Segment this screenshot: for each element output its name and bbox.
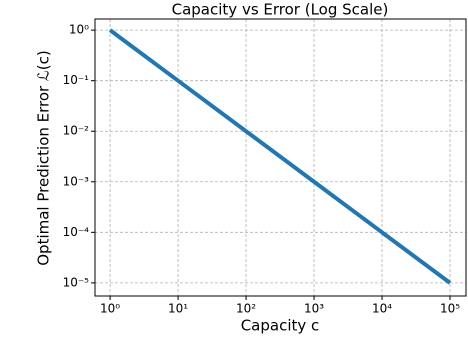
- plot-frame: [94, 18, 467, 297]
- y-tick-label: 10⁻²: [63, 124, 90, 138]
- y-axis-label: Optimal Prediction Error ℒ(c): [35, 50, 53, 266]
- x-tick-label: 10⁰: [100, 302, 120, 316]
- x-tick-label: 10⁵: [440, 302, 460, 316]
- y-tick-label: 10⁰: [69, 23, 89, 37]
- line-series: [108, 28, 452, 285]
- x-axis-label: Capacity c: [241, 317, 320, 335]
- y-tick-label: 10⁻³: [63, 174, 90, 188]
- x-tick-label: 10¹: [168, 302, 188, 316]
- chart-title: Capacity vs Error (Log Scale): [172, 1, 389, 19]
- x-tick-label: 10²: [236, 302, 256, 316]
- x-tick-label: 10³: [304, 302, 324, 316]
- y-tick-label: 10⁻¹: [63, 73, 90, 87]
- y-tick-label: 10⁻⁴: [63, 225, 90, 239]
- x-tick-label: 10⁴: [372, 302, 392, 316]
- y-tick-label: 10⁻⁵: [63, 275, 90, 289]
